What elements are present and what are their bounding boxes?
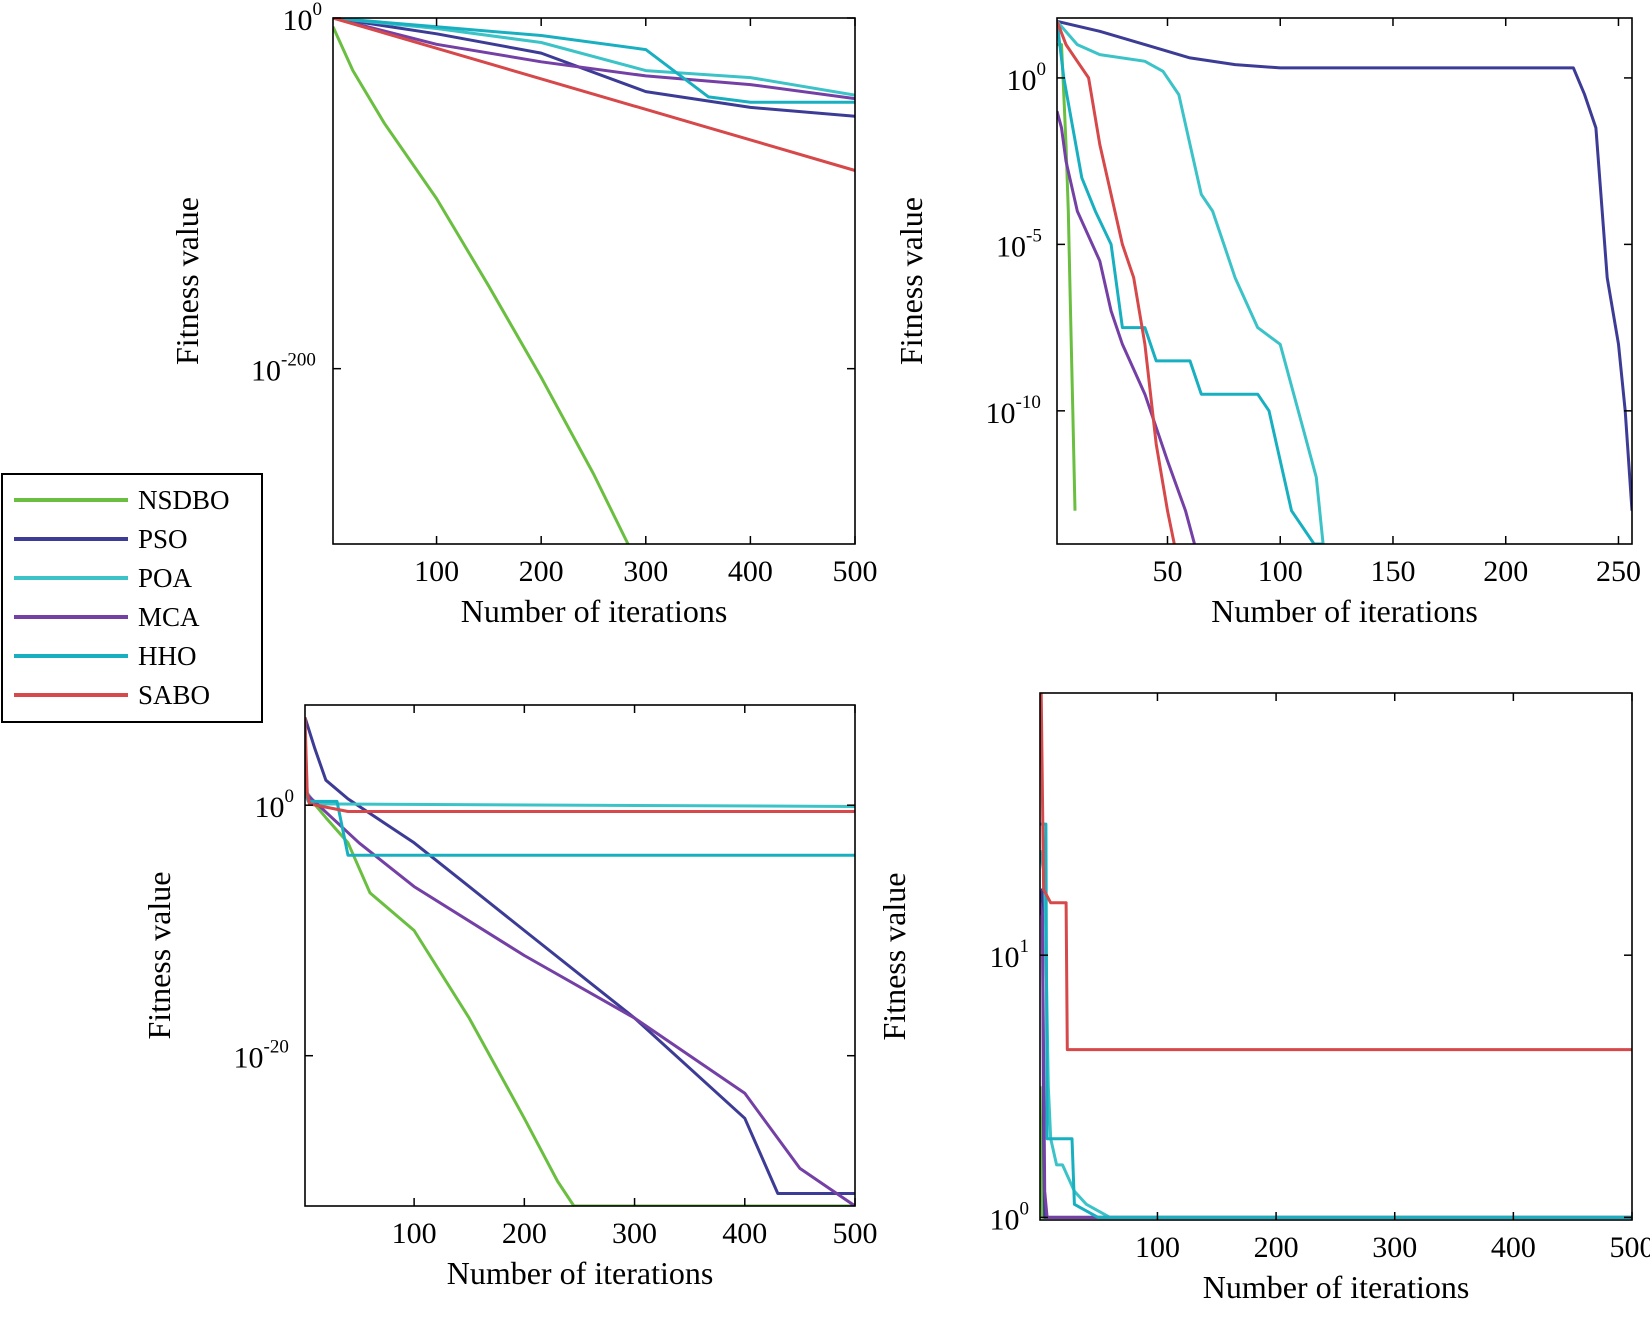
y-tick-label-base: 10 — [996, 230, 1026, 263]
x-tick-label: 250 — [1596, 555, 1641, 588]
y-axis-label: Fitness value — [141, 872, 177, 1040]
series-line-poa — [1057, 20, 1325, 544]
x-tick-label: 300 — [1372, 1231, 1417, 1264]
legend-entry-nsdbo: NSDBO — [14, 485, 230, 515]
series-line-mca — [333, 18, 855, 101]
y-tick-label-exponent: -10 — [1016, 392, 1041, 413]
x-tick-label: 200 — [502, 1217, 547, 1250]
x-axis-label: Number of iterations — [447, 1255, 714, 1291]
legend-box — [1, 473, 263, 723]
series-group — [1057, 19, 1632, 544]
y-tick-label-exponent: 1 — [1020, 936, 1030, 957]
legend-entry-sabo: SABO — [14, 680, 210, 710]
axes-frame — [1056, 17, 1633, 545]
y-tick-label-exponent: 0 — [1020, 1198, 1030, 1219]
legend-entry-hho: HHO — [14, 641, 197, 671]
legend-entry-mca: MCA — [14, 602, 200, 632]
y-tick-label: 10 -10 — [986, 392, 1041, 430]
series-line-sabo — [333, 18, 855, 172]
axes-frame — [304, 704, 856, 1207]
axes-frame — [1039, 692, 1633, 1221]
y-tick-label-base: 10 — [986, 397, 1016, 430]
axes-frame — [332, 17, 856, 545]
y-tick-label: 10 -5 — [996, 225, 1042, 263]
y-tick-label-exponent: 0 — [1037, 59, 1047, 80]
series-line-hho — [333, 18, 855, 104]
y-tick-label: 10 -200 — [251, 350, 316, 388]
y-tick-label-base: 10 — [990, 941, 1020, 974]
y-tick-label-base: 10 — [1007, 64, 1037, 97]
x-axis-label: Number of iterations — [1211, 593, 1478, 629]
x-tick-label: 300 — [623, 555, 668, 588]
y-tick-label-base: 10 — [255, 791, 285, 824]
legend-label-pso: PSO — [138, 524, 188, 554]
series-line-pso — [1057, 19, 1632, 511]
y-tick-label: 10 0 — [255, 786, 295, 824]
x-tick-label: 100 — [1258, 555, 1303, 588]
y-tick-label-exponent: 0 — [285, 786, 295, 807]
x-tick-label: 100 — [414, 555, 459, 588]
series-line-nsdbo — [333, 26, 630, 544]
x-axis-label: Number of iterations — [1203, 1269, 1470, 1305]
y-tick-label-exponent: -200 — [281, 350, 316, 371]
x-tick-label: 200 — [519, 555, 564, 588]
x-tick-label: 400 — [1491, 1231, 1536, 1264]
x-tick-label: 400 — [728, 555, 773, 588]
y-tick-label-exponent: -20 — [264, 1037, 289, 1058]
x-tick-label: 50 — [1152, 555, 1182, 588]
series-line-sabo — [1057, 20, 1176, 544]
y-axis-label: Fitness value — [876, 873, 912, 1041]
x-tick-label: 200 — [1483, 555, 1528, 588]
y-tick-label: 10 0 — [283, 0, 323, 37]
x-tick-label: 100 — [392, 1217, 437, 1250]
legend-entry-poa: POA — [14, 563, 193, 593]
x-tick-label: 150 — [1370, 555, 1415, 588]
series-group — [333, 18, 855, 544]
x-axis-label: Number of iterations — [461, 593, 728, 629]
x-tick-label: 300 — [612, 1217, 657, 1250]
y-tick-label: 10 0 — [990, 1198, 1030, 1236]
legend-entry-pso: PSO — [14, 524, 188, 554]
y-axis-label: Fitness value — [169, 197, 205, 365]
y-tick-label-base: 10 — [283, 4, 313, 37]
series-line-mca — [1057, 110, 1196, 544]
series-line-hho — [1057, 21, 1324, 544]
x-tick-label: 500 — [833, 1217, 878, 1250]
legend: NSDBO PSO POA MCA HHO SABO — [1, 473, 263, 723]
series-line-pso — [333, 18, 855, 118]
legend-label-hho: HHO — [138, 641, 197, 671]
legend-label-poa: POA — [138, 563, 193, 593]
x-tick-label: 100 — [1135, 1231, 1180, 1264]
y-tick-label-base: 10 — [990, 1203, 1020, 1236]
x-tick-label: 500 — [1610, 1231, 1650, 1264]
legend-label-nsdbo: NSDBO — [138, 485, 230, 515]
x-tick-label: 200 — [1254, 1231, 1299, 1264]
y-tick-label-exponent: 0 — [313, 0, 323, 20]
series-line-sabo — [1040, 693, 1632, 1052]
series-group — [305, 717, 855, 1206]
series-line-pso — [305, 717, 855, 1195]
y-tick-label-base: 10 — [251, 355, 281, 388]
y-tick-label: 10 -20 — [234, 1037, 289, 1075]
y-tick-label-exponent: -5 — [1026, 225, 1042, 246]
series-line-sabo — [305, 717, 855, 813]
y-axis-label: Fitness value — [893, 197, 929, 365]
series-line-hho — [1040, 822, 1632, 1219]
legend-label-sabo: SABO — [138, 680, 210, 710]
series-line-nsdbo — [305, 791, 855, 1206]
legend-label-mca: MCA — [138, 602, 200, 632]
x-tick-label: 500 — [833, 555, 878, 588]
y-tick-label: 10 0 — [1007, 59, 1047, 97]
y-tick-label-base: 10 — [234, 1042, 264, 1075]
series-line-mca — [305, 791, 855, 1206]
y-tick-label: 10 1 — [990, 936, 1030, 974]
x-tick-label: 400 — [722, 1217, 767, 1250]
